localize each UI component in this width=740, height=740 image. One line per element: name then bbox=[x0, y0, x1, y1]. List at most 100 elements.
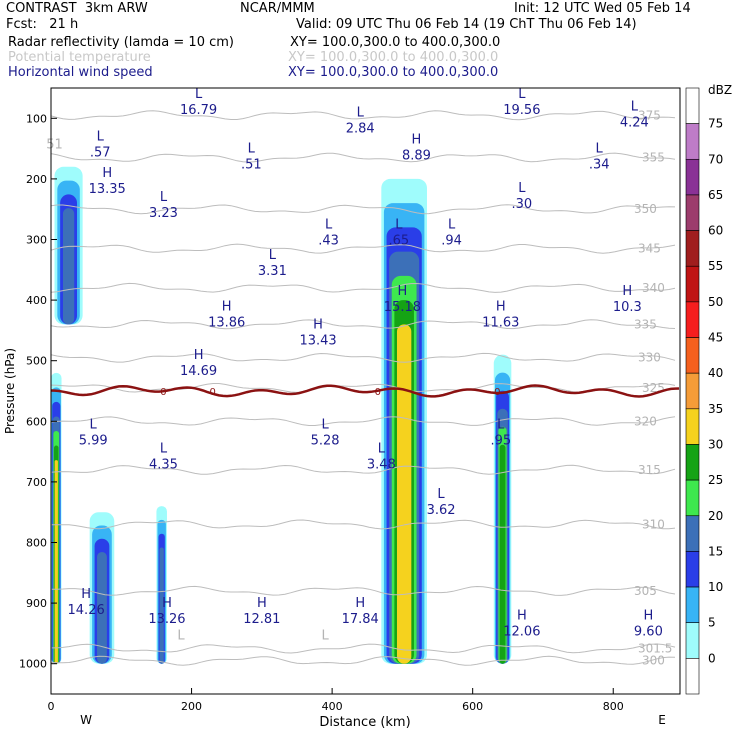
x-tick-label-200: 200 bbox=[181, 700, 202, 713]
edge-label-1: L bbox=[177, 628, 185, 643]
colorbar-swatch-7 bbox=[685, 408, 700, 445]
wind-extremum-type-8: H bbox=[81, 587, 91, 602]
field-xy-reflectivity: XY= 100.0,300.0 to 400.0,300.0 bbox=[290, 35, 501, 50]
colorbar-level-75: 75 bbox=[708, 117, 723, 131]
theta-contour-335 bbox=[51, 319, 676, 330]
wind-extremum-type-10: H bbox=[257, 596, 267, 611]
y-tick-label-1000: 1000 bbox=[19, 658, 47, 671]
colorbar-level-0: 0 bbox=[708, 651, 716, 665]
colorbar-level-40: 40 bbox=[708, 366, 723, 380]
theta-contour-350 bbox=[51, 204, 676, 215]
freezing-level-label-1: 0 bbox=[209, 387, 215, 398]
theta-label-300: 300 bbox=[642, 654, 665, 668]
y-tick-label-500: 500 bbox=[26, 355, 47, 368]
theta-contour-375 bbox=[51, 110, 676, 121]
wind-extremum-type-32: L bbox=[437, 487, 445, 502]
wind-extremum-type-15: L bbox=[357, 105, 365, 120]
wind-extremum-value-5: 11.63 bbox=[482, 315, 519, 330]
wind-extremum-type-17: L bbox=[631, 99, 639, 114]
wind-extremum-value-24: .65 bbox=[389, 233, 410, 248]
colorbar-level-55: 55 bbox=[708, 259, 723, 273]
wind-extremum-value-18: .57 bbox=[90, 146, 111, 161]
wind-extremum-type-4: H bbox=[398, 284, 408, 299]
theta-contour-310 bbox=[51, 519, 676, 530]
wind-extremum-value-29: .95 bbox=[490, 433, 511, 448]
wind-extremum-value-10: 12.81 bbox=[243, 612, 280, 627]
wind-extremum-type-22: L bbox=[518, 181, 526, 196]
field-xy-theta: XY= 100.0,300.0 to 400.0,300.0 bbox=[288, 50, 499, 65]
wind-extremum-type-26: L bbox=[269, 248, 277, 263]
colorbar-level-20: 20 bbox=[708, 509, 723, 523]
wind-extremum-value-25: .94 bbox=[441, 233, 462, 248]
wind-extremum-type-24: L bbox=[395, 217, 403, 232]
wind-extremum-value-11: 17.84 bbox=[342, 612, 379, 627]
forecast-hour: Fcst: 21 h bbox=[6, 17, 79, 32]
wind-extremum-value-19: .51 bbox=[241, 158, 262, 173]
wind-extremum-type-3: H bbox=[194, 348, 204, 363]
wind-extremum-value-1: 13.86 bbox=[208, 315, 245, 330]
theta-contours: 300301.530531031532032533033534034535035… bbox=[51, 108, 676, 668]
wind-extremum-value-22: .30 bbox=[512, 197, 533, 212]
colorbar-level-70: 70 bbox=[708, 152, 723, 166]
reflectivity-core-1-band-7 bbox=[54, 460, 58, 664]
wind-extremum-type-9: H bbox=[162, 596, 172, 611]
colorbar-swatch-10 bbox=[685, 301, 700, 338]
wind-extremum-type-7: H bbox=[412, 133, 422, 148]
y-tick-label-100: 100 bbox=[26, 112, 47, 125]
wind-extremum-value-4: 15.18 bbox=[384, 300, 421, 315]
wind-extremum-value-7: 8.89 bbox=[402, 149, 431, 164]
theta-contour-345 bbox=[51, 243, 676, 254]
colorbar-level-25: 25 bbox=[708, 473, 723, 487]
wind-extremum-type-14: L bbox=[195, 87, 203, 102]
edge-label-0: 51 bbox=[46, 138, 63, 153]
wind-extremum-type-6: H bbox=[622, 284, 632, 299]
reflectivity-layer bbox=[51, 166, 512, 664]
theta-contour-301.5 bbox=[51, 643, 676, 654]
theta-contour-300 bbox=[51, 655, 676, 666]
colorbar-swatch-12 bbox=[685, 230, 700, 267]
wind-extremum-type-0: H bbox=[102, 166, 112, 181]
theta-contour-305 bbox=[51, 585, 676, 596]
west-label: W bbox=[80, 713, 92, 727]
plot-frame bbox=[50, 87, 681, 695]
theta-label-310: 310 bbox=[642, 517, 665, 531]
y-tick-label-800: 800 bbox=[26, 537, 47, 550]
y-tick-label-300: 300 bbox=[26, 234, 47, 247]
field-name-wind: Horizontal wind speed bbox=[8, 65, 153, 80]
wind-extremum-type-21: L bbox=[160, 190, 168, 205]
theta-contour-355 bbox=[51, 152, 676, 163]
wind-extremum-type-18: L bbox=[97, 130, 105, 145]
colorbar-swatch-4 bbox=[685, 515, 700, 552]
wind-extremum-type-31: L bbox=[378, 442, 386, 457]
colorbar-swatch-13 bbox=[685, 194, 700, 231]
wind-extremum-type-28: L bbox=[321, 417, 329, 432]
theta-contour-315 bbox=[51, 464, 676, 475]
theta-label-375: 375 bbox=[638, 108, 661, 122]
wind-extremum-value-14: 16.79 bbox=[180, 103, 217, 118]
freezing-level-label-3: 0 bbox=[494, 387, 500, 398]
reflectivity-core-3-band-4 bbox=[159, 547, 164, 664]
center-label: NCAR/MMM bbox=[240, 1, 315, 16]
colorbar-swatch-9 bbox=[685, 337, 700, 374]
theta-label-301.5: 301.5 bbox=[638, 642, 672, 656]
wind-extremum-value-2: 13.43 bbox=[299, 333, 336, 348]
colorbar-level-35: 35 bbox=[708, 402, 723, 416]
theta-contour-340 bbox=[51, 282, 676, 293]
colorbar-level-50: 50 bbox=[708, 295, 723, 309]
theta-label-335: 335 bbox=[634, 317, 657, 331]
wind-extremum-value-13: 9.60 bbox=[634, 624, 663, 639]
reflectivity-core-5-band-6 bbox=[499, 444, 506, 664]
wind-extremum-value-9: 13.26 bbox=[148, 612, 185, 627]
wind-extremum-type-20: L bbox=[596, 142, 604, 157]
wind-extremum-type-12: H bbox=[517, 608, 527, 623]
reflectivity-core-0-band-4 bbox=[62, 208, 75, 325]
wind-extremum-value-28: 5.28 bbox=[311, 433, 340, 448]
colorbar-level-45: 45 bbox=[708, 331, 723, 345]
reflectivity-core-4-band-7 bbox=[396, 324, 412, 664]
colorbar-level-65: 65 bbox=[708, 188, 723, 202]
valid-time: Valid: 09 UTC Thu 06 Feb 14 (19 ChT Thu … bbox=[296, 17, 637, 32]
wind-extremum-value-3: 14.69 bbox=[180, 364, 217, 379]
wind-extremum-type-27: L bbox=[90, 417, 98, 432]
